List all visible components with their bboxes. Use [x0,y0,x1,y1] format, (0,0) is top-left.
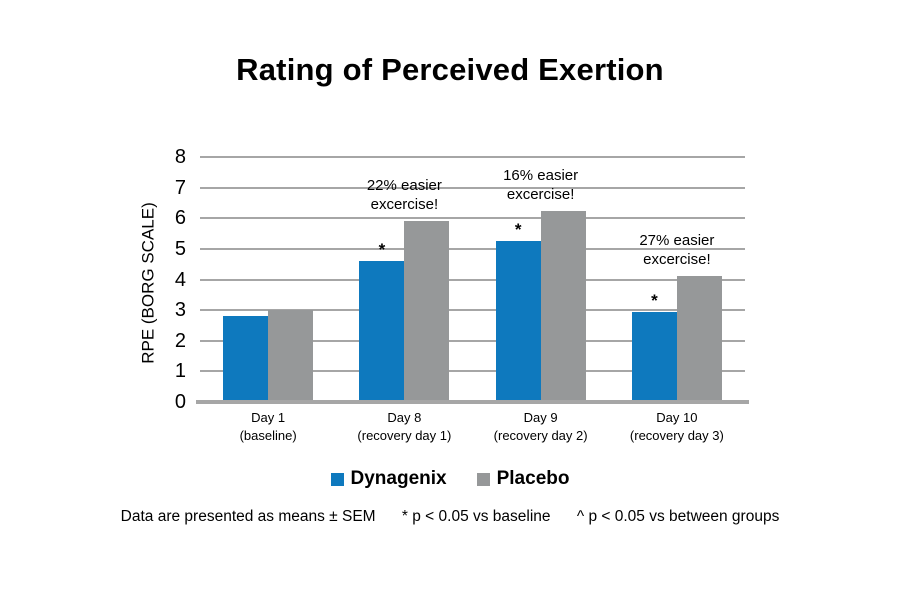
x-label-sublabel: (recovery day 3) [629,428,724,443]
gridline-y2 [200,339,745,342]
bar-dynagenix-day-10 [631,311,677,402]
annotation-day-8: 22% easier excercise! [329,176,479,214]
y-tick-label-6: 6 [174,207,186,230]
y-tick-label-0: 0 [174,391,186,413]
annotation-line-1: 16% easier [503,166,579,184]
gridline-y6 [200,217,745,220]
legend-label-placebo: Placebo [496,468,570,489]
x-label-day: Day 8 [387,410,422,425]
bar-placebo-day-1 [268,310,314,402]
bar-placebo-day-10 [676,276,722,402]
legend-label-dynagenix: Dynagenix [350,468,447,489]
legend-item-dynagenix: Dynagenix [330,468,447,490]
x-label-sublabel: (recovery day 1) [357,428,452,443]
annotation-day-9: 16% easier excercise! [466,166,616,204]
bar-dynagenix-day-1 [223,316,269,402]
gridline-y4 [200,278,745,281]
annotation-line-1: 22% easier [366,177,442,195]
gridline-y1 [200,370,745,373]
gridline-y3 [200,309,745,312]
x-label-day-9: Day 9 (recovery day 2) [466,410,616,443]
y-tick-label-1: 1 [174,360,186,383]
x-label-day-8: Day 8 (recovery day 1) [329,410,479,443]
footnote-means-sem: Data are presented as means ± SEM [120,508,376,525]
bar-dynagenix-day-9 [495,241,541,402]
annotation-day-10: 27% easier excercise! [602,231,752,269]
significance-asterisk-day-10: * [651,290,658,310]
gridline-y5 [200,247,745,250]
x-label-day-1: Day 1 (baseline) [193,410,343,443]
footnote-p-baseline: * p < 0.05 vs baseline [401,508,551,525]
bar-dynagenix-day-8 [359,261,405,402]
x-label-day: Day 1 [251,410,286,425]
x-label-day: Day 10 [656,410,698,425]
annotation-line-2: excercise! [506,185,575,203]
legend-swatch-dynagenix [330,472,344,486]
y-tick-label-2: 2 [174,329,186,352]
significance-asterisk-day-8: * [378,240,386,260]
y-tick-label-8: 8 [174,146,186,168]
y-axis-ticks: 0 1 2 3 4 5 6 7 8 [148,147,186,412]
x-label-day-10: Day 10 (recovery day 3) [602,410,752,443]
x-axis-labels: Day 1 (baseline) Day 8 (recovery day 1) Day … [200,410,745,450]
gridline-y8 [200,156,745,158]
chart-title: Rating of Perceived Exertion [236,52,664,87]
bar-placebo-day-9 [540,210,586,402]
annotation-line-2: excercise! [370,196,439,214]
x-label-sublabel: (recovery day 2) [493,428,588,443]
footnote: Data are presented as means ± SEM * p < … [0,508,900,526]
bar-placebo-day-8 [404,221,450,402]
annotation-line-1: 27% easier [639,232,715,250]
x-axis-line [196,400,749,404]
y-tick-label-3: 3 [174,299,186,322]
legend-swatch-placebo [476,472,490,486]
legend-item-placebo: Placebo [476,468,570,490]
significance-asterisk-day-9: * [514,220,522,240]
annotation-line-2: excercise! [643,251,711,269]
chart-legend: Dynagenix Placebo [0,468,900,490]
y-tick-label-4: 4 [174,268,186,291]
y-tick-label-5: 5 [174,237,186,260]
y-tick-label-7: 7 [174,176,186,199]
footnote-p-groups: ^ p < 0.05 vs between groups [576,508,780,525]
gridline-y7 [200,186,745,189]
x-label-sublabel: (baseline) [239,428,297,443]
x-label-day: Day 9 [523,410,558,425]
plot-area: * * * 22% easier excercise! 16% easier excerci… [196,156,749,404]
